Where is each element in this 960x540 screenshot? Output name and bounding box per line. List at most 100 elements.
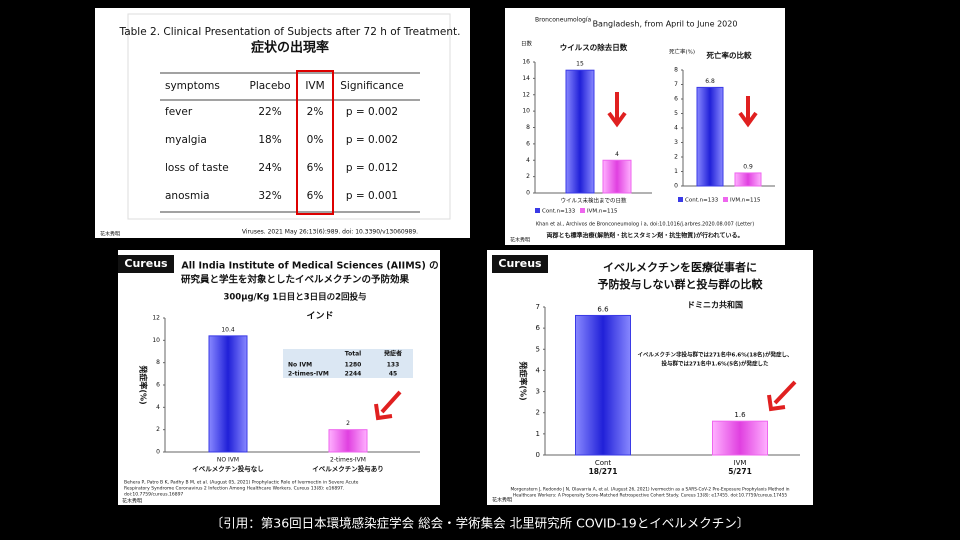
y-tick-label: 1	[674, 168, 678, 175]
column-header: IVM	[305, 80, 324, 92]
value-label: 15	[576, 61, 584, 68]
cell: 6%	[307, 162, 324, 174]
note: 投与群では271名中1.6%(5名)が発症した	[661, 360, 769, 368]
subtitle: 300μg/Kg 1日目と3日目の2回投与	[223, 292, 366, 303]
y-tick-label: 3	[536, 388, 540, 396]
slide	[505, 8, 785, 245]
y-tick-label: 5	[674, 110, 678, 117]
logo: Bronconeumología	[535, 17, 592, 24]
source: doi:10.7759/cureus.16897	[124, 492, 183, 498]
y-tick-label: 4	[156, 404, 160, 411]
column-header: symptoms	[165, 80, 220, 92]
table-title: Table 2. Clinical Presentation of Subjec…	[119, 26, 461, 38]
frame	[127, 13, 451, 220]
source: Healthcare Workers: A Propensity Score-M…	[513, 493, 787, 499]
chart-title: 死亡率の比較	[707, 50, 752, 60]
footer: 花木秀明	[100, 231, 120, 238]
value-label: 0.9	[743, 163, 753, 170]
cell: 24%	[258, 162, 281, 174]
legend-swatch	[723, 197, 728, 202]
bar	[602, 159, 632, 194]
table-subtitle: 症状の出現率	[251, 40, 329, 56]
legend-label: Cont.n=133	[685, 198, 719, 204]
cell: 133	[387, 362, 400, 369]
x-sublabel: 5/271	[728, 467, 752, 476]
source: Behera P, Patro B K, Padhy B M, et al. (…	[124, 480, 359, 486]
source: Morgenstern J, Redondo J N, Olavarria A,…	[510, 487, 789, 493]
source: Viruses. 2021 May 26;13(6):989. doi: 10.…	[242, 229, 418, 236]
cell: 1280	[345, 362, 362, 369]
y-tick-label: 0	[156, 449, 160, 456]
country: ドミニカ共和国	[687, 300, 743, 310]
y-tick-label: 4	[674, 125, 678, 132]
y-axis-label: 日数	[521, 40, 533, 48]
y-tick-label: 2	[526, 173, 530, 180]
arrow	[767, 380, 797, 412]
cell: Total	[345, 351, 361, 358]
y-tick-label: 8	[674, 67, 678, 74]
country: インド	[306, 311, 333, 322]
x-tick-label: Cont	[595, 459, 612, 467]
y-tick-label: 0	[536, 451, 540, 459]
bar	[712, 420, 768, 456]
y-tick-label: 2	[536, 409, 540, 417]
y-tick-label: 5	[536, 345, 540, 353]
x-tick-label: 2-times-IVM	[330, 457, 366, 464]
y-tick-label: 12	[152, 315, 160, 322]
y-tick-label: 4	[536, 366, 541, 374]
highlight	[296, 70, 334, 215]
value-label: 6.6	[597, 305, 609, 313]
source: Khan et al., Archivos de Bronconeumolog …	[536, 221, 754, 228]
legend-swatch	[535, 208, 540, 213]
inset-table	[283, 349, 413, 378]
logo-bg	[492, 255, 548, 273]
value-label: 6.8	[705, 78, 715, 85]
column-header: Placebo	[249, 80, 290, 92]
y-tick-label: 3	[674, 139, 678, 146]
y-tick-label: 2	[156, 426, 160, 433]
x-tick-label: NO IVM	[217, 457, 239, 464]
y-tick-label: 6	[536, 324, 541, 332]
note: 両郡とも標準治療(解熱剤・抗ヒスタミン剤・抗生物質)が行われている。	[546, 232, 743, 240]
arrow	[738, 96, 758, 128]
y-tick-label: 1	[536, 430, 540, 438]
logo: Cureus	[498, 257, 542, 270]
cell: 0%	[307, 134, 324, 146]
chart-title: ウイルスの除去日数	[560, 42, 628, 52]
x-tick-label: IVM	[734, 459, 747, 467]
y-axis-label: 発症率(%)	[139, 364, 149, 404]
cell: 発症者	[384, 350, 402, 358]
cell: p = 0.002	[346, 134, 398, 146]
cell: 32%	[258, 190, 281, 202]
y-tick-label: 6	[526, 140, 530, 147]
cell: 45	[389, 371, 397, 378]
cell: loss of taste	[165, 162, 229, 174]
cell: 18%	[258, 134, 281, 146]
y-tick-label: 7	[674, 81, 678, 88]
legend-label: IVM.n=115	[587, 209, 618, 215]
title: All India Institute of Medical Sciences …	[181, 261, 438, 272]
y-tick-label: 8	[526, 124, 530, 131]
footer: 花木秀明	[510, 237, 530, 244]
cell: 6%	[307, 190, 324, 202]
bar	[565, 69, 595, 194]
y-tick-label: 14	[522, 75, 530, 82]
title: イベルメクチンを医療従事者に	[603, 260, 757, 274]
cell: p = 0.001	[346, 190, 398, 202]
y-tick-label: 6	[674, 96, 678, 103]
x-sublabel: 18/271	[589, 467, 618, 476]
x-sublabel: イベルメクチン投与あり	[312, 464, 384, 473]
y-tick-label: 16	[522, 59, 530, 66]
value-label: 2	[346, 420, 350, 427]
value-label: 4	[615, 151, 619, 158]
bar	[328, 429, 368, 453]
legend-swatch	[678, 197, 683, 202]
note: イベルメクチン非投与群では271名中6.6%(18名)が発症し、	[638, 351, 793, 359]
cell: 2-times-IVM	[288, 371, 329, 378]
column-header: Significance	[340, 80, 404, 92]
title: 予防投与しない群と投与群の比較	[598, 277, 764, 291]
cell: 2%	[307, 106, 324, 118]
bar	[208, 335, 248, 453]
value-label: 1.6	[734, 411, 746, 419]
